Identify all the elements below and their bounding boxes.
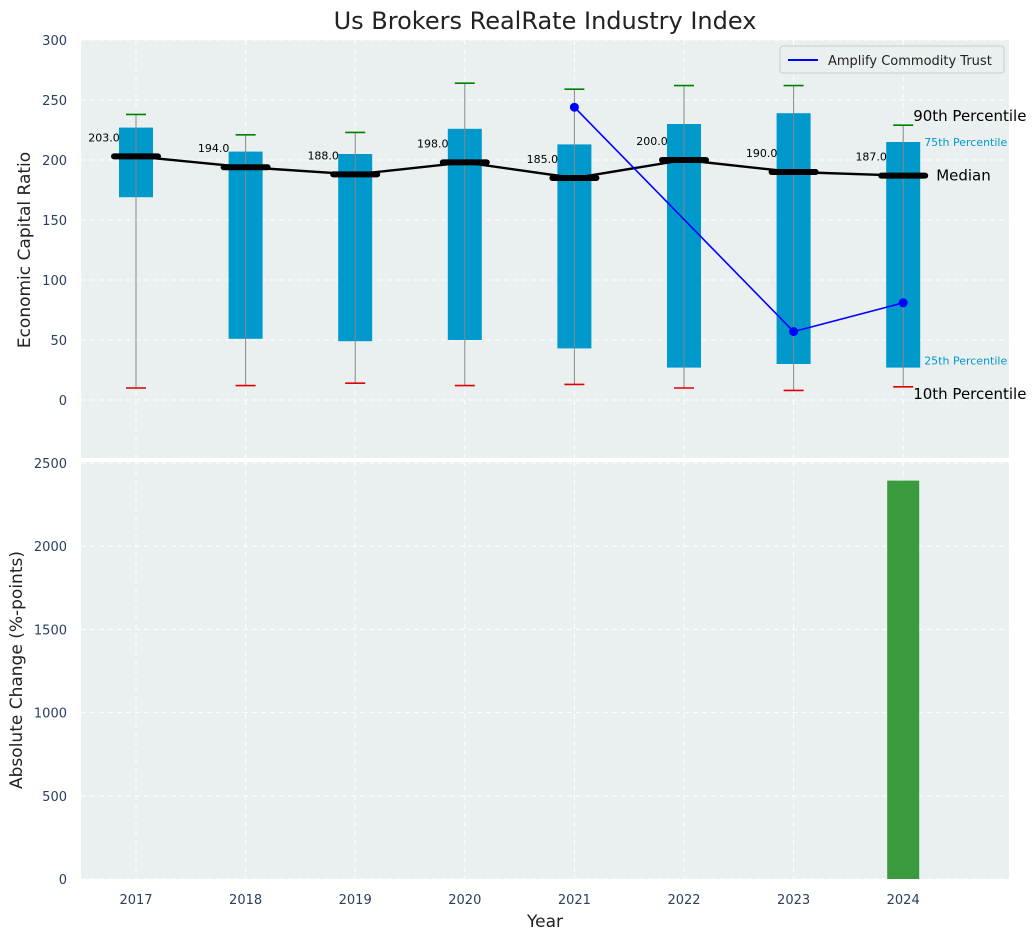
annotation-p90: 90th Percentile (913, 107, 1026, 125)
top-y-tick-label: 100 (42, 274, 67, 289)
x-tick-label: 2018 (229, 893, 262, 908)
top-y-tick-label: 300 (42, 34, 67, 49)
bottom-plot-area (81, 462, 1009, 879)
median-value-label: 188.0 (307, 149, 339, 162)
bottom-y-axis-label: Absolute Change (%-points) (7, 551, 27, 789)
median-value-label: 203.0 (88, 131, 120, 144)
bottom-y-tick-label: 2500 (34, 457, 67, 472)
series-point-amplify (569, 102, 579, 112)
median-value-label: 190.0 (746, 147, 778, 160)
median-value-label: 194.0 (198, 142, 230, 155)
series-point-amplify (789, 327, 799, 337)
annotation-median: Median (936, 167, 991, 185)
x-tick-label: 2022 (667, 893, 700, 908)
x-tick-label: 2023 (777, 893, 810, 908)
series-point-amplify (898, 298, 908, 308)
x-axis-label: Year (526, 912, 563, 932)
median-value-label: 185.0 (527, 153, 559, 166)
bar (887, 480, 920, 879)
annotation-p10: 10th Percentile (913, 385, 1026, 403)
bottom-y-tick-label: 0 (59, 873, 67, 888)
x-tick-label: 2020 (448, 893, 481, 908)
top-plot-area (81, 40, 1009, 458)
top-y-tick-label: 50 (50, 334, 67, 349)
bottom-y-tick-label: 2000 (34, 540, 67, 555)
annotation-p25: 25th Percentile (924, 355, 1007, 368)
top-y-tick-label: 200 (42, 154, 67, 169)
chart-title: Us Brokers RealRate Industry Index (334, 7, 757, 35)
median-value-label: 200.0 (636, 135, 668, 148)
x-tick-label: 2021 (558, 893, 591, 908)
top-y-axis-label: Economic Capital Ratio (15, 152, 35, 348)
x-tick-label: 2024 (887, 893, 920, 908)
bottom-y-tick-label: 500 (42, 790, 67, 805)
legend-label-amplify: Amplify Commodity Trust (828, 54, 992, 69)
top-y-tick-label: 250 (42, 94, 67, 109)
legend: Amplify Commodity Trust (779, 45, 1005, 74)
x-tick-label: 2019 (339, 893, 372, 908)
top-y-tick-label: 150 (42, 214, 67, 229)
bottom-plot-layer (887, 480, 920, 879)
legend-box (779, 45, 1005, 74)
median-value-label: 187.0 (855, 151, 887, 164)
top-plot-layer: 203.0 194.0 188.0 198.0 185.0 200.0 190.0 187.0… (88, 82, 1026, 403)
bottom-y-tick-label: 1500 (34, 623, 67, 638)
median-value-label: 198.0 (417, 137, 449, 150)
top-y-tick-label: 0 (59, 394, 67, 409)
x-tick-label: 2017 (119, 893, 152, 908)
bottom-y-tick-label: 1000 (34, 707, 67, 722)
annotation-p75: 75th Percentile (924, 136, 1007, 149)
